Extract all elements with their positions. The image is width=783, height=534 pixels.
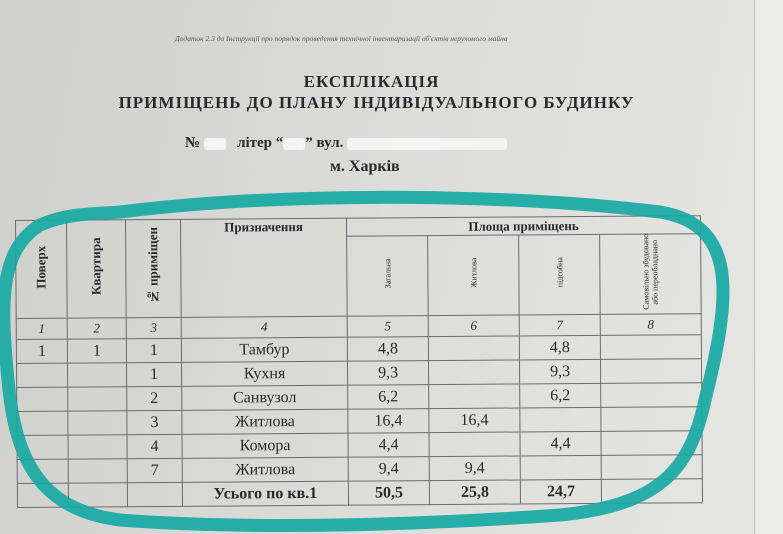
redaction bbox=[283, 137, 306, 150]
number-label: № bbox=[185, 135, 201, 151]
redaction bbox=[347, 137, 508, 150]
address-line: № літер “ ” вул. bbox=[185, 135, 508, 152]
redaction bbox=[203, 137, 226, 150]
liter-label: літер “ bbox=[237, 135, 284, 151]
street-label: ” вул. bbox=[305, 135, 344, 151]
city: м. Харків bbox=[330, 158, 400, 175]
next-page-edge bbox=[754, 0, 783, 534]
header-note: Додаток 2.3 до Інструкції про порядок пр… bbox=[175, 34, 508, 43]
doc-subtitle: ПРИМІЩЕНЬ ДО ПЛАНУ ІНДИВІДУАЛЬНОГО БУДИН… bbox=[118, 93, 635, 112]
doc-title: ЕКСПЛІКАЦІЯ bbox=[303, 72, 440, 91]
